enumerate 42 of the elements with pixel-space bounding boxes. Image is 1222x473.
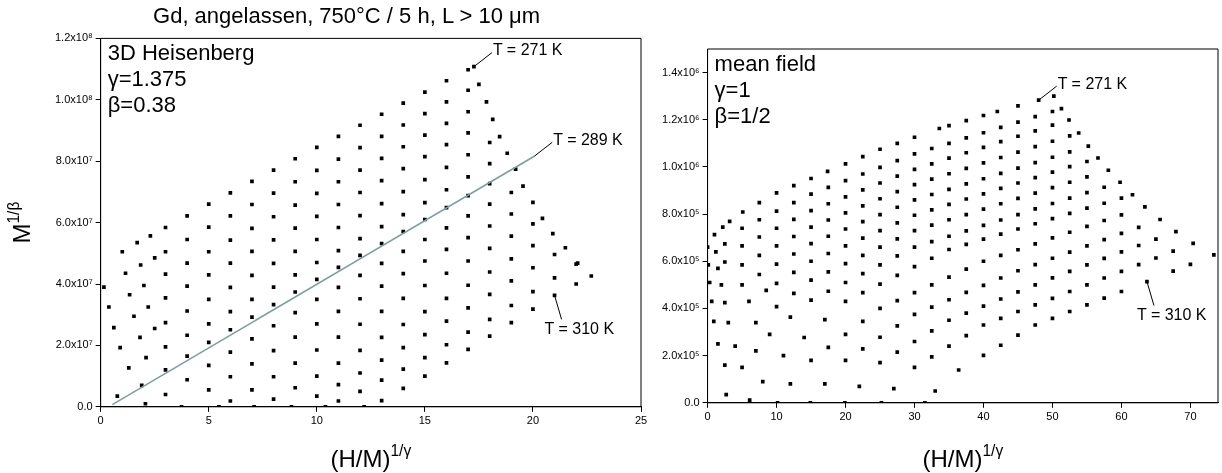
y-axis-title: M1/β xyxy=(5,201,35,244)
y-tick-label: 2.0x10⁵ xyxy=(661,348,700,361)
y-tick-label: 1.2x10⁸ xyxy=(55,31,93,44)
y-tick-label: 1.0x10⁸ xyxy=(55,92,93,105)
annotation: T = 271 K xyxy=(1057,74,1128,92)
annotation: T = 310 K xyxy=(1136,305,1207,323)
y-tick-label: 4.0x10⁵ xyxy=(661,301,700,314)
y-tick-label: 6.0x10⁵ xyxy=(661,254,700,267)
annotation: mean field xyxy=(714,51,817,77)
x-tick-label: 0 xyxy=(704,410,711,423)
annotation: β=0.38 xyxy=(107,92,176,118)
annotation: γ=1.375 xyxy=(107,66,187,92)
y-tick-label: 2.0x10⁷ xyxy=(55,338,93,351)
x-tick-label: 5 xyxy=(205,414,212,427)
x-tick-label: 20 xyxy=(839,410,852,423)
x-tick-label: 0 xyxy=(97,414,104,427)
x-tick-label: 25 xyxy=(634,414,648,427)
annotation: T = 271 K xyxy=(492,41,563,59)
x-tick-label: 10 xyxy=(310,414,323,427)
x-tick-label: 15 xyxy=(418,414,431,427)
x-tick-label: 40 xyxy=(977,410,990,423)
x-tick-label: 70 xyxy=(1184,410,1197,423)
x-tick-label: 30 xyxy=(908,410,921,423)
x-tick-label: 50 xyxy=(1046,410,1059,423)
y-tick-label: 8.0x10⁷ xyxy=(55,154,93,167)
annotation: γ=1 xyxy=(714,77,751,103)
y-tick-label: 1.0x10⁶ xyxy=(662,159,700,172)
annotation: T = 289 K xyxy=(553,130,624,148)
y-tick-label: 1.2x10⁶ xyxy=(662,112,700,125)
y-tick-label: 0.0 xyxy=(77,399,93,412)
x-tick-label: 60 xyxy=(1115,410,1128,423)
y-tick-label: 4.0x10⁷ xyxy=(55,277,93,290)
annotation: T = 310 K xyxy=(544,319,615,337)
y-tick-label: 6.0x10⁷ xyxy=(55,215,93,228)
annotation: 3D Heisenberg xyxy=(107,40,255,66)
y-tick-label: 8.0x10⁵ xyxy=(661,207,700,220)
annotation: β=1/2 xyxy=(714,103,771,129)
chart-title: Gd, angelassen, 750°C / 5 h, L > 10 μm xyxy=(153,3,540,29)
x-tick-label: 20 xyxy=(526,414,540,427)
y-tick-label: 1.4x10⁶ xyxy=(662,65,700,78)
x-tick-label: 10 xyxy=(770,410,783,423)
y-tick-label: 0.0 xyxy=(684,395,700,408)
